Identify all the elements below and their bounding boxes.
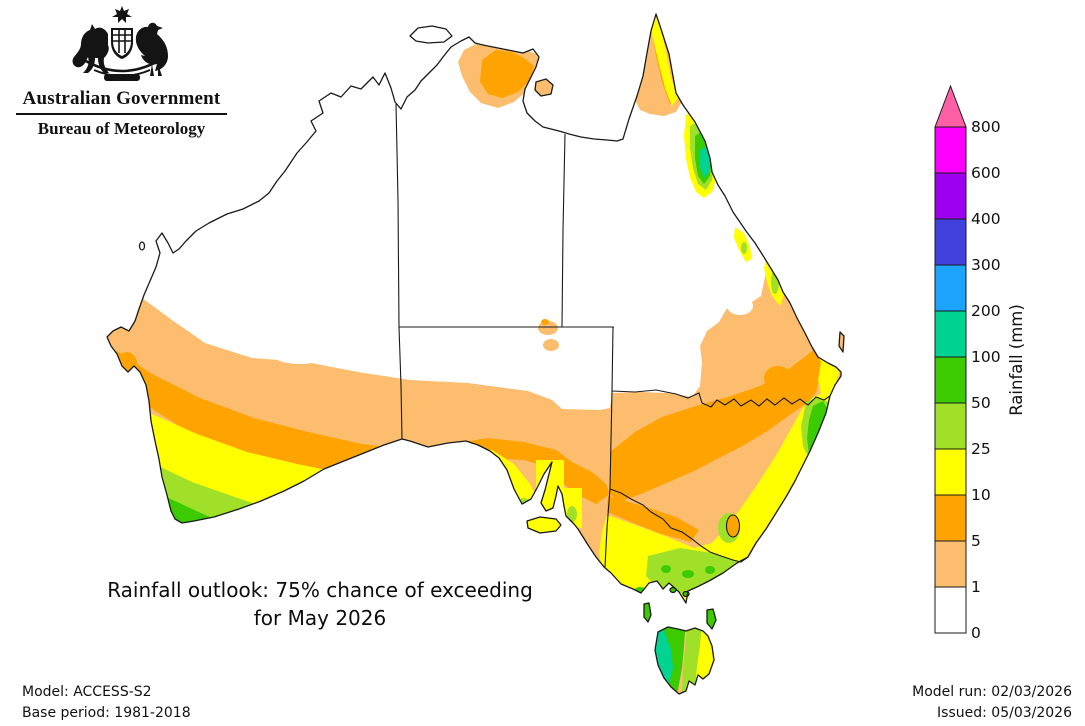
map-title-line2: for May 2026 <box>253 606 387 630</box>
legend-tick-0: 0 <box>971 624 981 642</box>
border-sa-vic <box>604 488 611 568</box>
legend-tick-200: 200 <box>971 302 1001 320</box>
legend-band-300-400 <box>934 218 967 266</box>
rainfall-legend: 800 600 400 300 200 100 50 25 10 5 1 0 R… <box>934 84 1026 642</box>
legend-tick-100: 100 <box>971 348 1001 366</box>
legend-band-100-200 <box>934 310 967 358</box>
border-nt-qld <box>561 133 566 328</box>
legend-band-1-5 <box>934 540 967 588</box>
legend-axis-label: Rainfall (mm) <box>1007 304 1026 416</box>
footer-run-info: Model run: 02/03/2026 Issued: 05/03/2026 <box>912 682 1072 724</box>
legend-tick-labels: 800 600 400 300 200 100 50 25 10 5 1 0 <box>971 118 1001 642</box>
legend-tick-800: 800 <box>971 118 1001 136</box>
base-period-label: Base period: 1981-2018 <box>22 705 191 721</box>
legend-overflow-arrow <box>934 84 967 128</box>
coastline <box>106 13 845 695</box>
legend-tick-25: 25 <box>971 440 991 458</box>
legend-tick-1: 1 <box>971 578 981 596</box>
map-title: Rainfall outlook: 75% chance of exceedin… <box>40 576 600 632</box>
border-qld-nsw <box>611 389 831 408</box>
legend-band-400-600 <box>934 172 967 220</box>
legend-tick-600: 600 <box>971 164 1001 182</box>
legend-band-5-10 <box>934 494 967 542</box>
footer-model-info: Model: ACCESS-S2 Base period: 1981-2018 <box>22 682 191 724</box>
legend-band-25-50 <box>934 402 967 450</box>
legend-tick-5: 5 <box>971 532 981 550</box>
logo-divider <box>16 113 227 115</box>
border-nsw-vic <box>609 488 749 563</box>
legend-tick-50: 50 <box>971 394 991 412</box>
model-run-label: Model run: 02/03/2026 <box>912 684 1072 700</box>
legend-band-10-25 <box>934 448 967 496</box>
coat-of-arms-icon <box>72 6 168 81</box>
border-act <box>725 514 741 538</box>
legend-band-0-1 <box>934 586 967 634</box>
bom-logo: Australian Government Bureau of Meteorol… <box>14 4 229 139</box>
state-borders <box>395 103 831 568</box>
legend-band-200-300 <box>934 264 967 312</box>
legend-band-600-800 <box>934 126 967 174</box>
model-label: Model: ACCESS-S2 <box>22 684 152 700</box>
bureau-label: Bureau of Meteorology <box>37 119 206 138</box>
government-label: Australian Government <box>22 88 221 109</box>
legend-tick-400: 400 <box>971 210 1001 228</box>
rain-band-0-1mm-patches <box>272 297 753 364</box>
legend-tick-10: 10 <box>971 486 991 504</box>
legend-tick-300: 300 <box>971 256 1001 274</box>
border-sa-qld <box>611 326 614 392</box>
map-title-line1: Rainfall outlook: 75% chance of exceedin… <box>107 578 533 602</box>
legend-band-50-100 <box>934 356 967 404</box>
issued-label: Issued: 05/03/2026 <box>937 705 1072 721</box>
border-sa-nsw <box>609 390 613 490</box>
